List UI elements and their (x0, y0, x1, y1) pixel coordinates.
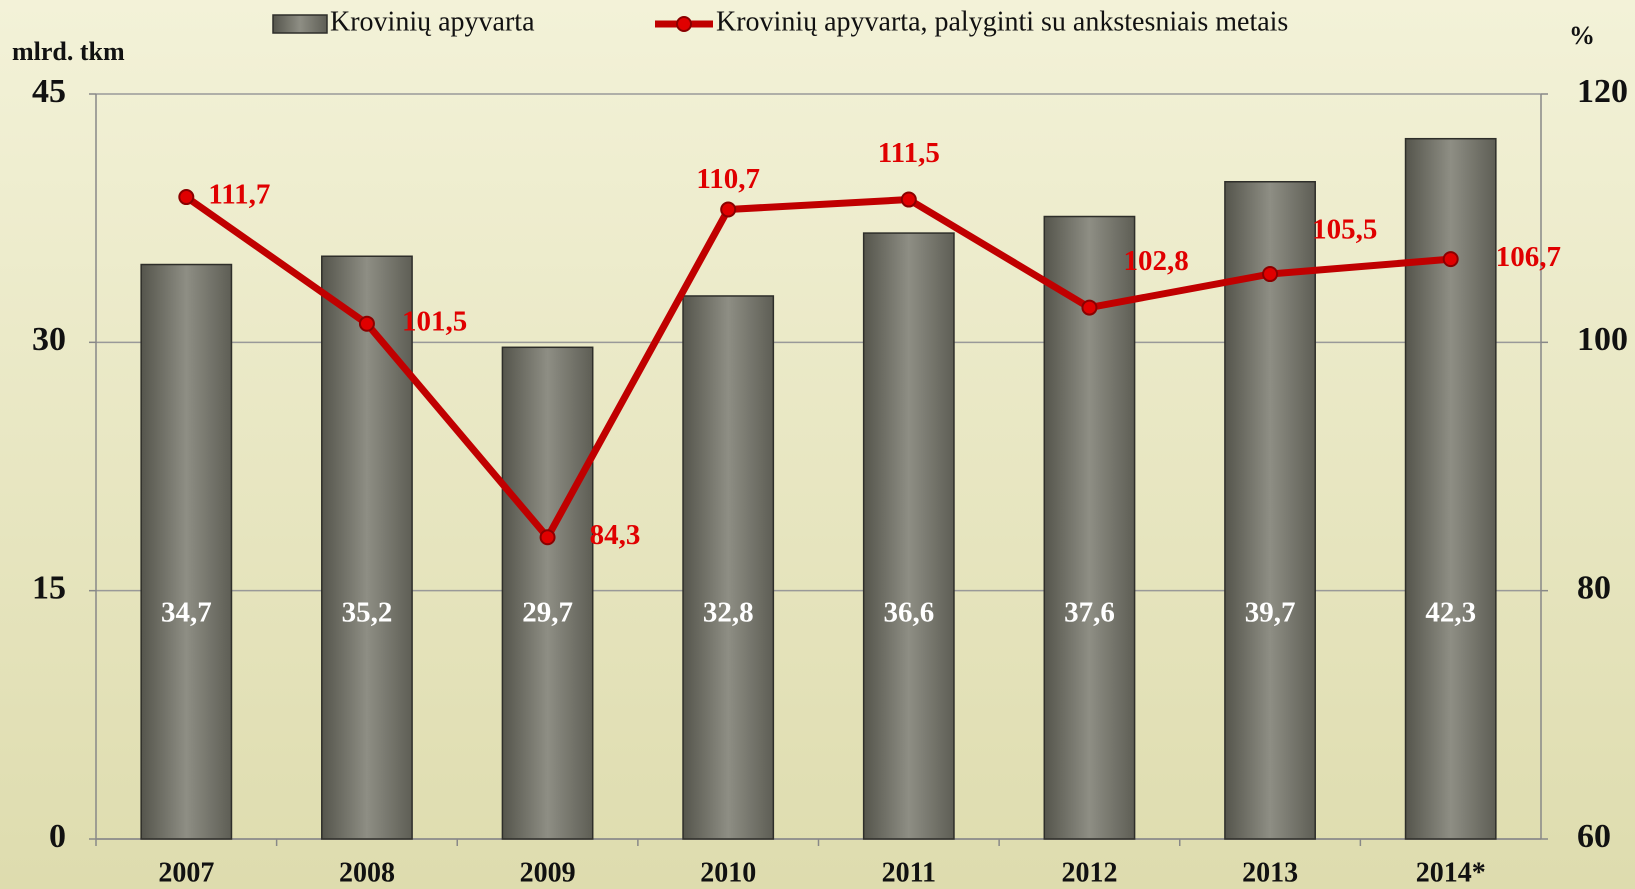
bar-value-label: 36,6 (883, 597, 934, 629)
bar-value-label: 37,6 (1064, 597, 1115, 629)
line-value-label: 84,3 (590, 519, 641, 551)
y2-tick-label: 120 (1577, 73, 1628, 110)
line-marker (1442, 251, 1459, 268)
bar (682, 295, 775, 840)
bar-value-label: 39,7 (1245, 597, 1296, 629)
y-tick-label: 45 (32, 73, 66, 110)
x-tick-label: 2012 (1061, 857, 1117, 888)
line-marker (720, 201, 737, 218)
legend-swatch (272, 14, 328, 34)
x-tick-label: 2007 (158, 857, 214, 888)
line-value-label: 101,5 (402, 305, 467, 337)
line-value-label: 110,7 (696, 163, 760, 195)
line-marker (1081, 299, 1098, 316)
bar (1043, 215, 1136, 840)
bar (1224, 180, 1316, 840)
bar (501, 346, 594, 840)
y2-tick-label: 100 (1577, 321, 1628, 358)
bar-value-label: 32,8 (703, 597, 754, 629)
legend-marker (676, 16, 692, 32)
bar (862, 232, 955, 840)
x-tick-label: 2009 (520, 857, 576, 888)
x-tick-label: 2010 (700, 857, 756, 888)
line-value-label: 102,8 (1123, 245, 1188, 277)
x-tick-label: 2014* (1416, 857, 1486, 888)
line-marker (539, 529, 556, 546)
line-value-label: 111,7 (208, 179, 270, 211)
line-marker (178, 189, 195, 206)
line-value-label: 106,7 (1496, 241, 1561, 273)
line-marker (1262, 266, 1279, 283)
y2-tick-label: 60 (1577, 818, 1611, 855)
bar-value-label: 42,3 (1425, 597, 1476, 629)
y-axis-title: mlrd. tkm (12, 37, 125, 66)
bar-value-label: 34,7 (161, 597, 212, 629)
line-value-label: 105,5 (1312, 214, 1377, 246)
bar (321, 255, 413, 840)
bar (140, 263, 233, 840)
line-marker (358, 315, 375, 332)
y2-axis-title: % (1569, 21, 1595, 50)
bar-value-label: 29,7 (522, 597, 573, 629)
line-value-label: 111,5 (878, 137, 940, 169)
line-marker (900, 191, 917, 208)
x-tick-label: 2011 (882, 857, 936, 888)
x-tick-label: 2013 (1242, 857, 1298, 888)
bar (1404, 137, 1497, 840)
legend-label: Krovinių apyvarta, palyginti su ankstesn… (716, 6, 1288, 37)
y-tick-label: 15 (32, 569, 66, 606)
legend-label: Krovinių apyvarta (330, 6, 535, 37)
bar-value-label: 35,2 (342, 597, 393, 629)
y-tick-label: 0 (49, 818, 66, 855)
line (184, 194, 1451, 541)
y-tick-label: 30 (32, 321, 66, 358)
x-tick-label: 2008 (339, 857, 395, 888)
y2-tick-label: 80 (1577, 569, 1611, 606)
